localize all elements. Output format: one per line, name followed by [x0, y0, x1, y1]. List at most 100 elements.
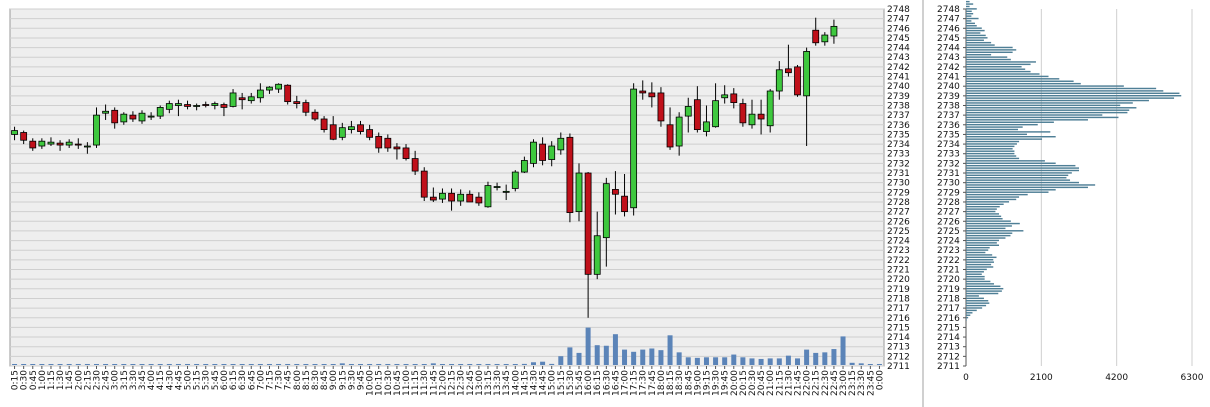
profile-bar	[966, 191, 1049, 193]
x-tick-label: 21:30	[784, 370, 794, 396]
y-tick-label: 2717	[887, 304, 910, 314]
x-tick-label: 13:45	[502, 370, 512, 396]
x-tick-label: 13:15	[484, 370, 494, 396]
candle-up	[748, 113, 756, 126]
x-tick-label: 17:45	[648, 370, 658, 396]
x-tick-label: 12:00	[438, 370, 448, 396]
y-tick-label: 2732	[887, 159, 910, 169]
y-tick-label: 2741	[887, 73, 910, 83]
profile-bar	[966, 304, 987, 307]
profile-bar	[966, 46, 1013, 49]
y-tick-label: 2727	[937, 208, 960, 218]
x-tick-label: 10:30	[384, 370, 394, 396]
candle-down	[794, 66, 801, 96]
profile-bar	[966, 140, 1020, 143]
candle-down	[129, 114, 137, 120]
x-tick-label: 7:45	[284, 370, 294, 390]
volume-bar	[439, 364, 445, 365]
profile-bar	[966, 297, 984, 300]
x-tick-label: 21:45	[794, 370, 804, 396]
x-tick-label: 15:30	[566, 370, 576, 396]
y-tick-label: 2739	[887, 92, 910, 102]
profile-bar	[966, 92, 1180, 95]
x-tick-label: 6:30	[238, 370, 248, 390]
y-tick-label: 2726	[937, 217, 960, 227]
x-tick-label: 13:00	[475, 370, 485, 396]
x-tick-label: 1:00	[38, 370, 48, 390]
volume-bar	[276, 364, 282, 365]
volume-bar	[112, 364, 118, 365]
profile-bar	[966, 246, 990, 249]
volume-bar	[676, 352, 682, 365]
x-tick-label: 3:45	[138, 370, 148, 390]
x-tick-label: 9:00	[329, 370, 339, 390]
candle-up	[65, 141, 73, 146]
profile-bar	[966, 319, 967, 321]
candle-down	[184, 104, 191, 107]
profile-bar	[966, 90, 1164, 92]
profile-bar	[966, 259, 994, 261]
profile-bar	[966, 119, 1088, 121]
profile-bar	[966, 53, 992, 56]
profile-bar	[966, 102, 1133, 104]
profile-bar	[966, 160, 1045, 162]
candle-down	[375, 135, 383, 149]
x-tick-label: 2:15	[83, 370, 93, 390]
y-tick-label: 2715	[937, 323, 960, 333]
candle-up	[766, 90, 774, 127]
volume-bar	[221, 364, 227, 365]
profile-bar	[966, 32, 981, 34]
volume-bar	[48, 364, 54, 365]
volume-bar	[758, 358, 764, 365]
y-tick-label: 2730	[887, 179, 910, 189]
x-tick-label: 6300	[1181, 373, 1204, 383]
volume-bar	[84, 364, 90, 365]
candle-down	[621, 195, 628, 213]
profile-bar	[966, 104, 1121, 107]
profile-bar	[966, 152, 1015, 155]
volume-bar	[694, 357, 700, 365]
profile-bar	[966, 251, 986, 254]
candle-up	[484, 185, 492, 208]
profile-bar	[966, 107, 1137, 109]
candle-down	[393, 146, 401, 150]
volume-bar	[612, 334, 618, 365]
x-tick-label: 12:15	[448, 370, 458, 396]
volume-bar	[567, 347, 573, 365]
volume-bar	[257, 364, 263, 365]
volume-bar	[603, 345, 609, 365]
profile-bar	[966, 41, 992, 44]
x-tick-label: 4:00	[147, 370, 157, 390]
candle-up	[165, 103, 173, 110]
x-tick-label: 5:15	[193, 370, 203, 390]
volume-bar	[212, 364, 218, 365]
candle-down	[693, 99, 701, 131]
candle-up	[93, 114, 100, 146]
candle-up	[703, 121, 710, 132]
profile-bar	[966, 285, 1001, 288]
x-tick-label: 15:00	[548, 370, 558, 396]
profile-bar	[966, 131, 1051, 133]
profile-bar	[966, 12, 974, 15]
x-tick-label: 5:30	[202, 370, 212, 390]
profile-bar	[966, 208, 997, 210]
y-tick-label: 2732	[937, 159, 960, 169]
profile-bar	[966, 25, 977, 27]
x-tick-label: 11:30	[420, 370, 430, 396]
profile-bar	[966, 181, 1079, 184]
candle-up	[721, 94, 729, 99]
volume-bar	[749, 358, 755, 365]
y-tick-label: 2713	[937, 343, 960, 353]
profile-bar	[966, 51, 1013, 54]
candle-down	[657, 92, 665, 122]
profile-bar	[966, 5, 970, 8]
candle-down	[284, 84, 292, 103]
candle-up	[266, 86, 273, 91]
candle-up	[47, 141, 55, 145]
x-tick-label: 23:45	[866, 370, 876, 396]
volume-bar	[139, 364, 145, 365]
y-tick-label: 2713	[887, 343, 910, 353]
x-tick-label: 22:15	[812, 370, 822, 396]
volume-bar	[385, 364, 391, 365]
profile-bar	[966, 148, 1013, 150]
